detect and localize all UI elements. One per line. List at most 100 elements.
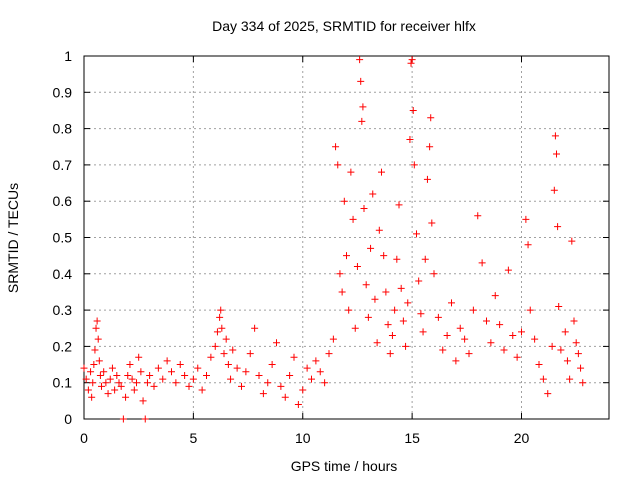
y-tick-label: 1 [64, 48, 72, 64]
data-point [108, 364, 116, 372]
data-point [111, 386, 119, 394]
data-point [407, 59, 415, 67]
data-point [126, 361, 134, 369]
data-point [281, 393, 289, 401]
data-point [312, 357, 320, 365]
data-point [255, 371, 263, 379]
data-point [299, 386, 307, 394]
y-tick-label: 0.1 [53, 375, 73, 391]
data-point [448, 299, 455, 307]
data-point [80, 364, 88, 372]
data-point [233, 364, 241, 372]
data-point [550, 186, 558, 194]
data-point [92, 324, 100, 332]
data-point [89, 379, 97, 387]
data-point [535, 361, 543, 369]
data-point [382, 288, 390, 296]
data-point [369, 190, 377, 198]
data-point [117, 382, 125, 390]
data-point [277, 382, 285, 390]
data-point [329, 335, 337, 343]
data-point [340, 197, 348, 205]
data-point [393, 255, 401, 263]
data-point [91, 346, 99, 354]
data-point [413, 230, 420, 238]
data-point [229, 346, 237, 354]
y-tick-label: 0.6 [53, 193, 73, 209]
data-point [90, 361, 98, 369]
data-point [367, 244, 375, 252]
data-point [570, 317, 578, 325]
data-point [321, 379, 329, 387]
data-point [524, 241, 532, 249]
data-point [496, 321, 504, 329]
data-point [139, 397, 147, 405]
data-point [427, 114, 435, 122]
data-point [548, 342, 556, 350]
y-axis-title: SRMTID / TECUs [5, 183, 21, 293]
data-point [415, 277, 423, 285]
data-point [551, 132, 559, 140]
x-tick-label: 5 [189, 430, 197, 446]
x-tick-label: 20 [514, 430, 530, 446]
data-point [522, 215, 530, 223]
data-point [216, 313, 224, 321]
data-point [94, 335, 102, 343]
data-point [203, 371, 210, 379]
data-point [218, 324, 226, 332]
y-tick-label: 0.2 [53, 338, 73, 354]
data-point [119, 415, 127, 423]
data-point [325, 350, 333, 358]
data-point [419, 328, 427, 336]
data-point [384, 321, 392, 329]
data-point [87, 368, 95, 376]
data-point [189, 375, 197, 383]
data-point [130, 386, 138, 394]
data-point [539, 375, 547, 383]
data-point [555, 302, 563, 310]
data-point [553, 150, 560, 158]
data-point [577, 364, 585, 372]
data-point [465, 350, 473, 358]
data-point [351, 324, 359, 332]
y-tick-label: 0.3 [53, 302, 73, 318]
data-point [316, 368, 324, 376]
data-point [163, 357, 171, 365]
data-point [137, 368, 145, 376]
data-point [380, 252, 388, 260]
data-points [80, 56, 587, 423]
x-axis-title: GPS time / hours [291, 458, 398, 474]
data-point [428, 219, 436, 227]
data-point [334, 161, 342, 169]
data-point [336, 270, 344, 278]
data-point [358, 117, 366, 125]
data-point [100, 368, 108, 376]
data-point [388, 332, 396, 340]
data-point [143, 379, 151, 387]
data-point [222, 335, 230, 343]
chart-title: Day 334 of 2025, SRMTID for receiver hlf… [212, 18, 476, 34]
data-point [526, 306, 534, 314]
data-point [357, 77, 365, 85]
data-point [518, 328, 525, 336]
data-point [345, 306, 353, 314]
x-tick-label: 0 [80, 430, 88, 446]
data-point [509, 332, 517, 340]
data-point [439, 346, 447, 354]
data-point [227, 375, 235, 383]
y-tick-label: 0.9 [53, 84, 73, 100]
data-point [133, 379, 140, 387]
data-point [102, 379, 110, 387]
data-point [349, 215, 357, 223]
data-point [391, 306, 399, 314]
data-point [141, 415, 149, 423]
data-point [504, 266, 512, 274]
data-point [544, 390, 552, 398]
data-point [561, 328, 569, 336]
data-point [353, 263, 361, 271]
axis-ticks: 00.10.20.30.40.50.60.70.80.910 5 10 15 20 [53, 48, 609, 446]
data-point [308, 375, 315, 383]
data-point [332, 143, 340, 151]
data-point [408, 56, 416, 64]
